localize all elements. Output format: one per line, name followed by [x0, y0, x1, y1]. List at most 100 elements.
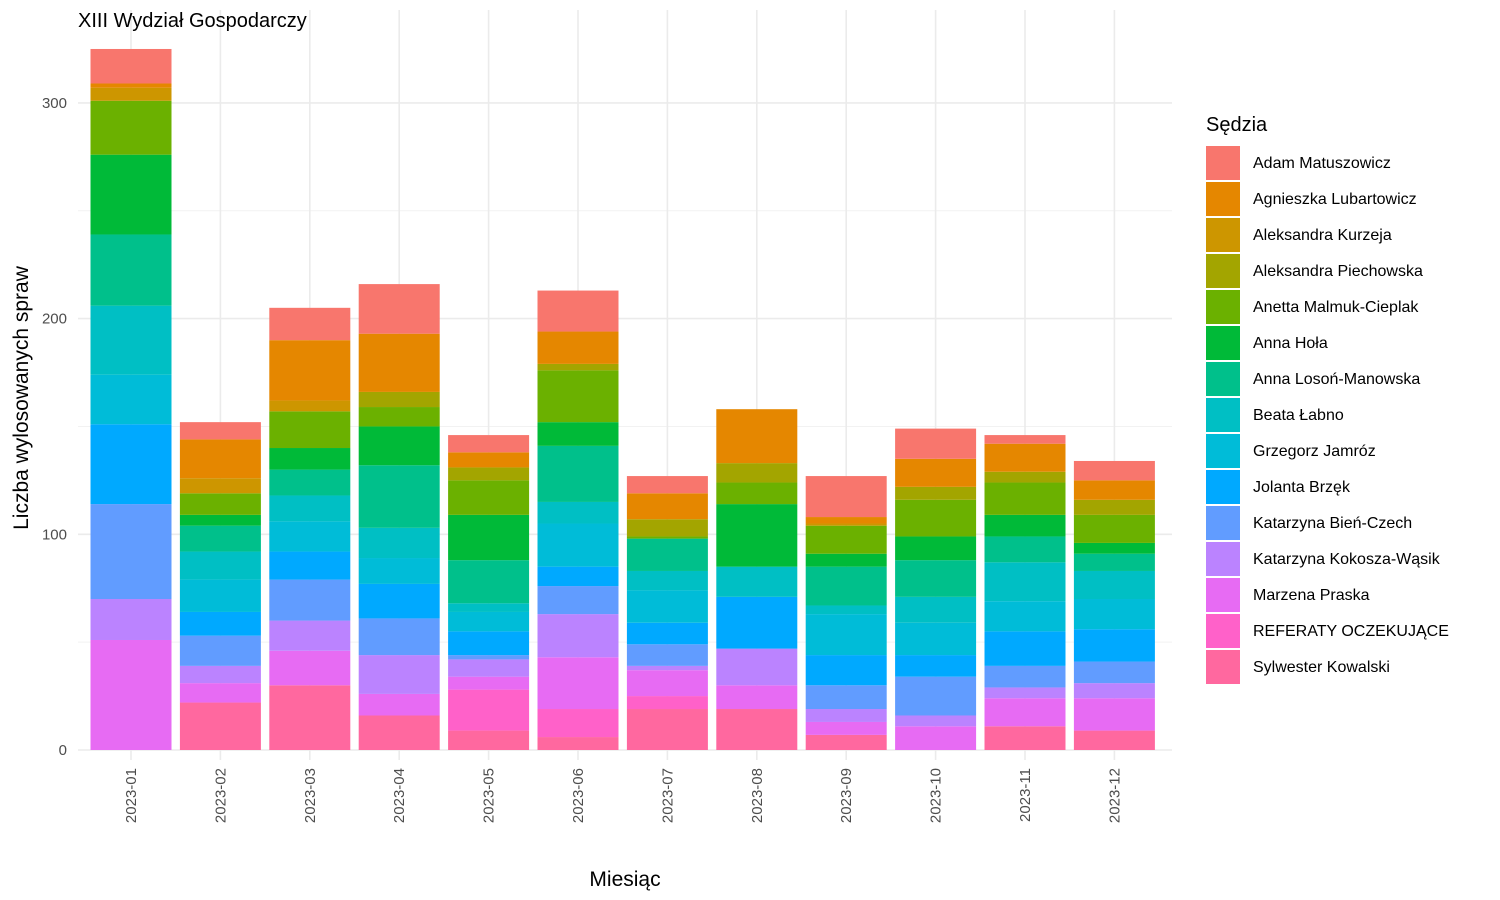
bar-segment	[984, 726, 1066, 750]
bar-segment	[626, 622, 708, 645]
legend-item: REFERATY OCZEKUJĄCE	[1206, 614, 1449, 648]
bar-segment	[805, 525, 887, 554]
bar-stack-2023-08	[716, 409, 798, 750]
bar-segment	[895, 499, 977, 537]
bar-segment	[805, 709, 887, 722]
bar-segment	[358, 465, 440, 528]
bar-segment	[90, 305, 172, 375]
bar-segment	[537, 566, 619, 587]
bar-segment	[179, 665, 261, 684]
bar-segment	[1073, 480, 1155, 500]
bar-segment	[716, 409, 798, 464]
bar-stack-2023-10	[895, 428, 977, 750]
chart-title: XIII Wydział Gospodarczy	[78, 10, 307, 32]
legend: Sędzia Adam Matuszowicz Agnieszka Lubarto…	[1206, 114, 1449, 684]
y-tick-label: 200	[42, 311, 67, 328]
bar-segment	[1073, 514, 1155, 543]
x-axis-ticks: 2023-01 2023-02 2023-03 2023-04 2023-05 2023-…	[123, 768, 1123, 823]
x-tick-label: 2023-05	[481, 768, 498, 823]
legend-swatch	[1206, 146, 1240, 180]
bar-segment	[269, 400, 351, 412]
bar-segment	[179, 422, 261, 440]
bar-segment	[90, 504, 172, 600]
legend-swatch	[1206, 506, 1240, 540]
legend-label: Katarzyna Bień-Czech	[1253, 515, 1412, 532]
bar-segment	[358, 391, 440, 408]
legend-item: Katarzyna Bień-Czech	[1206, 506, 1412, 540]
bar-segment	[626, 570, 708, 591]
legend-label: Aleksandra Piechowska	[1253, 263, 1423, 280]
bar-segment	[716, 685, 798, 710]
bar-segment	[805, 566, 887, 606]
bar-segment	[537, 501, 619, 524]
x-tick-label: 2023-08	[749, 768, 766, 823]
legend-label: Anna Hoła	[1253, 335, 1328, 352]
bar-segment	[448, 480, 530, 515]
bar-segment	[895, 676, 977, 716]
x-tick-label: 2023-04	[391, 768, 408, 823]
bar-segment	[269, 551, 351, 580]
x-tick-label: 2023-12	[1106, 768, 1123, 823]
bar-segment	[90, 599, 172, 640]
bar-segment	[626, 665, 708, 671]
legend-items: Adam Matuszowicz Agnieszka Lubartowicz Ale…	[1206, 146, 1449, 684]
bar-segment	[358, 693, 440, 716]
bar-segment	[448, 689, 530, 731]
bar-segment	[537, 709, 619, 738]
bar-segment	[716, 648, 798, 686]
bar-segment	[448, 452, 530, 468]
x-tick-label: 2023-02	[212, 768, 229, 823]
bar-segment	[805, 655, 887, 686]
bar-segment	[537, 363, 619, 371]
bar-segment	[358, 407, 440, 427]
y-tick-label: 300	[42, 95, 67, 112]
bar-segment	[984, 514, 1066, 537]
bar-stack-2023-03	[269, 307, 351, 750]
legend-title: Sędzia	[1206, 114, 1268, 136]
bar-segment	[984, 536, 1066, 563]
bar-segment	[805, 685, 887, 710]
bar-segment	[179, 683, 261, 703]
bar-segment	[984, 631, 1066, 666]
bar-segment	[626, 644, 708, 666]
bar-segment	[269, 685, 351, 750]
bar-segment	[895, 560, 977, 597]
bar-segment	[269, 579, 351, 621]
legend-label: Adam Matuszowicz	[1253, 155, 1391, 172]
legend-swatch	[1206, 326, 1240, 360]
bar-segment	[448, 467, 530, 481]
bar-segment	[269, 340, 351, 401]
legend-swatch	[1206, 434, 1240, 468]
bar-segment	[448, 676, 530, 690]
legend-item: Sylwester Kowalski	[1206, 650, 1390, 684]
bar-segment	[269, 495, 351, 522]
bar-segment	[90, 424, 172, 505]
bar-segment	[448, 730, 530, 750]
bar-segment	[626, 696, 708, 710]
bar-segment	[537, 370, 619, 423]
legend-swatch	[1206, 182, 1240, 216]
bar-segment	[805, 517, 887, 524]
bar-segment	[895, 486, 977, 500]
y-axis-title: Liczba wylosowanych spraw	[10, 265, 33, 530]
bar-segment	[358, 284, 440, 334]
bar-segment	[448, 655, 530, 660]
bar-segment	[537, 523, 619, 567]
bar-segment	[805, 721, 887, 735]
bar-segment	[1073, 542, 1155, 554]
bar-segment	[448, 603, 530, 612]
bar-segment	[269, 448, 351, 470]
bar-segment	[448, 631, 530, 656]
bar-segment	[537, 614, 619, 658]
bar-segment	[448, 659, 530, 677]
bar-segment	[179, 525, 261, 552]
bar-segment	[269, 650, 351, 686]
bar-segment	[984, 435, 1066, 444]
bar-segment	[90, 154, 172, 235]
bar-segment	[1073, 499, 1155, 515]
bar-segment	[537, 657, 619, 710]
legend-swatch	[1206, 398, 1240, 432]
bar-segment	[716, 566, 798, 597]
bar-segment	[269, 469, 351, 496]
